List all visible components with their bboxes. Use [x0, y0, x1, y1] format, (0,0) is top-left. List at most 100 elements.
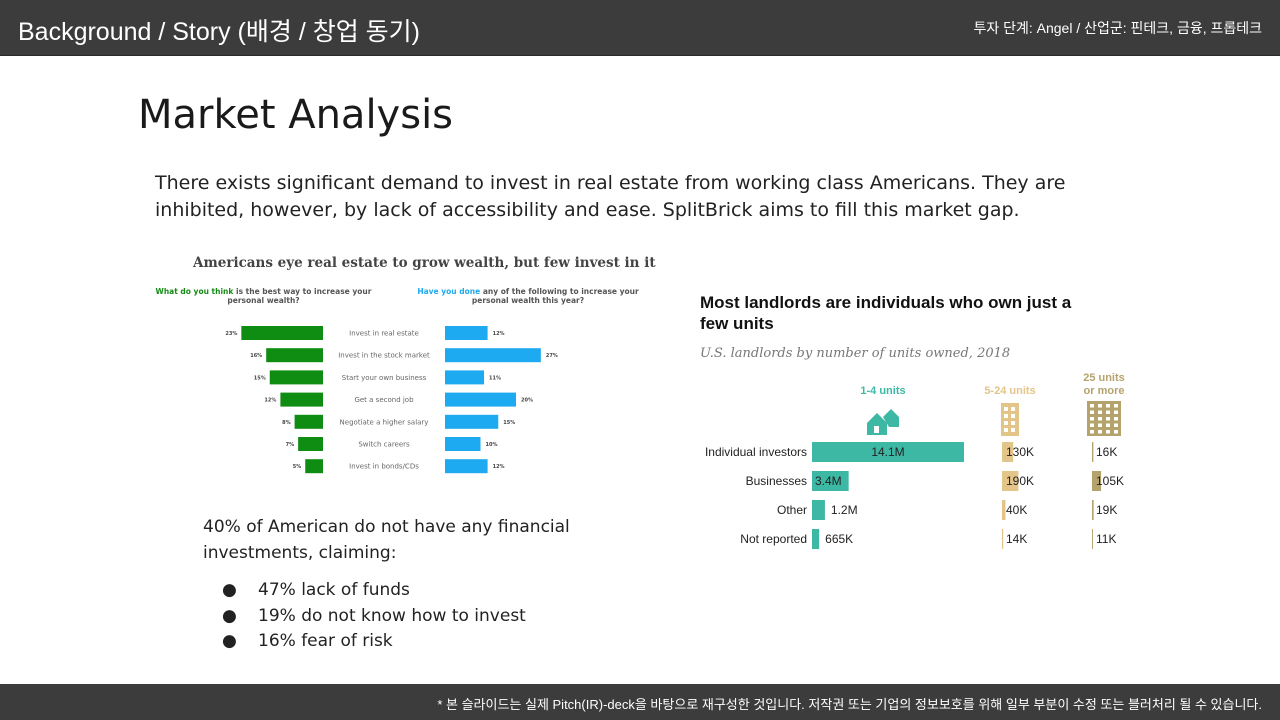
category-label: Negotiate a higher salary	[340, 418, 429, 426]
building-shape	[1001, 403, 1019, 436]
stat-text: 40% of American do not have any financia…	[203, 514, 570, 566]
tall-building-window	[1090, 417, 1094, 421]
bar-right-label: 10%	[486, 442, 498, 448]
header-title: Background / Story (배경 / 창업 동기)	[18, 18, 420, 46]
column-header-25-plus-line2: or more	[1084, 385, 1125, 397]
footer-bar: * 본 슬라이드는 실제 Pitch(IR)-deck을 바탕으로 재구성한 것…	[0, 684, 1280, 720]
tall-building-window	[1114, 417, 1118, 421]
tall-building-window	[1114, 404, 1118, 408]
tall-building-window	[1106, 417, 1110, 421]
bullet-icon: ●	[222, 580, 237, 600]
bar-right	[445, 370, 485, 385]
tall-building-window	[1090, 423, 1094, 427]
building-window	[1004, 414, 1008, 418]
intro-text: There exists significant demand to inves…	[155, 170, 1155, 224]
tall-building-window	[1106, 404, 1110, 408]
header-meta: 투자 단계: Angel / 산업군: 핀테크, 금융, 프롭테크	[973, 20, 1262, 36]
tall-building-window	[1098, 417, 1102, 421]
bar-left	[280, 392, 323, 407]
header-bar: Background / Story (배경 / 창업 동기) 투자 단계: A…	[0, 0, 1280, 56]
units-value: 19K	[1096, 503, 1117, 517]
row-label: Businesses	[746, 474, 807, 488]
tall-building-icon	[1087, 401, 1121, 436]
survey-left-header-highlight: What do you think	[155, 287, 234, 296]
units-1-4-bar	[812, 442, 964, 462]
units-1-4-value: 665K	[825, 532, 853, 546]
units-bar	[1002, 442, 1014, 462]
tall-building-window	[1098, 423, 1102, 427]
bar-right	[445, 392, 516, 407]
survey-left-header-text: is the best way to increase your persona…	[227, 287, 372, 305]
bar-left-label: 5%	[293, 464, 302, 470]
bar-left-label: 8%	[282, 420, 291, 426]
row-label: Individual investors	[705, 445, 807, 459]
building-window	[1004, 407, 1008, 411]
category-label: Switch careers	[358, 441, 410, 449]
units-value: 14K	[1006, 532, 1027, 546]
units-bar	[1002, 471, 1019, 491]
house-shape	[883, 409, 899, 427]
bullet-icon: ●	[222, 631, 237, 651]
bar-left-label: 16%	[250, 353, 262, 359]
bar-right	[445, 437, 481, 451]
tall-building-window	[1090, 404, 1094, 408]
survey-right-header-highlight: Have you done	[417, 287, 481, 296]
stat-line-1: 40% of American do not have any financia…	[203, 517, 570, 537]
list-item-text: 19% do not know how to invest	[258, 605, 526, 626]
row-label: Other	[777, 503, 807, 517]
tall-building-window	[1098, 410, 1102, 414]
list-item-text: 16% fear of risk	[258, 631, 393, 651]
bar-left	[266, 348, 323, 363]
category-label: Start your own business	[342, 374, 427, 382]
tall-building-window	[1106, 430, 1110, 434]
survey-right-header: Have you done any of the following to in…	[408, 287, 648, 305]
tall-building-window	[1090, 410, 1094, 414]
column-header-5-24: 5-24 units	[984, 385, 1035, 397]
bar-left	[294, 414, 323, 429]
units-value: 190K	[1006, 474, 1034, 488]
list-item-text: 47% lack of funds	[258, 580, 410, 600]
landlords-chart-subtitle: U.S. landlords by number of units owned,…	[700, 346, 1011, 361]
bar-left-label: 15%	[254, 375, 266, 381]
survey-left-header: What do you think is the best way to inc…	[146, 287, 381, 305]
category-label: Invest in real estate	[349, 330, 419, 338]
survey-right-header-text: any of the following to increase your pe…	[471, 287, 639, 305]
units-value: 16K	[1096, 445, 1117, 459]
bar-left-label: 23%	[225, 331, 237, 337]
house-door	[874, 426, 879, 433]
bar-right	[445, 326, 488, 340]
landlords-chart-title: Most landlords are individuals who own j…	[700, 293, 1072, 333]
units-1-4-bar	[812, 500, 825, 520]
units-bar	[1092, 471, 1102, 491]
tall-building-window	[1098, 430, 1102, 434]
bar-right	[445, 348, 541, 363]
bar-right-label: 12%	[493, 331, 505, 337]
tall-building-window	[1098, 404, 1102, 408]
bar-left-label: 7%	[286, 442, 295, 448]
survey-chart-title: Americans eye real estate to grow wealth…	[193, 255, 656, 271]
tall-building-window	[1106, 410, 1110, 414]
houses-icon	[867, 409, 899, 435]
tall-building-window	[1114, 423, 1118, 427]
intro-line-1: There exists significant demand to inves…	[155, 172, 1066, 194]
building-window	[1011, 407, 1015, 411]
bar-right	[445, 459, 488, 474]
bar-right-label: 20%	[521, 398, 533, 404]
bar-left	[269, 370, 323, 385]
tall-building-window	[1106, 423, 1110, 427]
units-1-4-bar	[812, 471, 849, 491]
tall-building-window	[1090, 430, 1094, 434]
building-window	[1011, 414, 1015, 418]
tall-building-window	[1114, 410, 1118, 414]
units-1-4-value: 1.2M	[831, 503, 858, 517]
bar-right	[445, 414, 499, 429]
stat-line-2: investments, claiming:	[203, 543, 397, 563]
bullet-icon: ●	[222, 605, 237, 626]
bar-left	[305, 459, 323, 474]
intro-line-2: inhibited, however, by lack of accessibi…	[155, 199, 1020, 221]
tall-building-window	[1114, 430, 1118, 434]
column-header-25-plus: 25 units	[1083, 372, 1125, 384]
house-shape	[867, 413, 887, 435]
bar-right-label: 15%	[503, 420, 515, 426]
